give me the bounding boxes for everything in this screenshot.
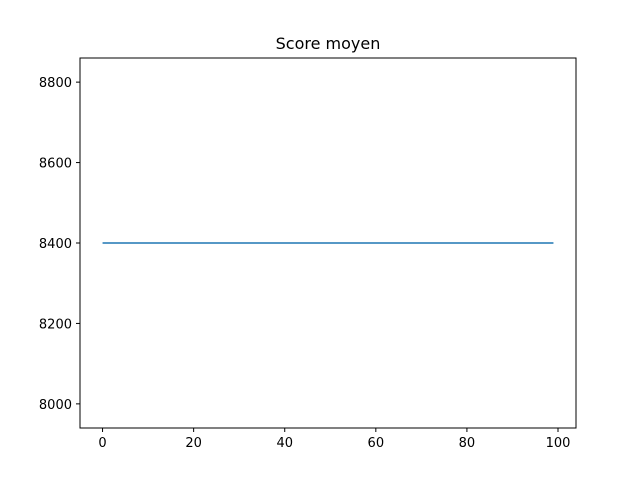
x-tick-label: 0 xyxy=(98,436,106,451)
y-axis: 8000 8200 8400 8600 8800 xyxy=(39,76,80,413)
x-tick-label: 100 xyxy=(546,436,571,451)
y-tick-label: 8400 xyxy=(39,237,72,252)
x-tick-label: 40 xyxy=(276,436,293,451)
plot-frame xyxy=(79,57,577,429)
y-tick-label: 8600 xyxy=(39,157,72,172)
x-tick-label: 80 xyxy=(459,436,476,451)
y-tick-label: 8200 xyxy=(39,317,72,332)
y-tick-label: 8800 xyxy=(39,76,72,91)
chart-title: Score moyen xyxy=(276,34,381,53)
y-tick-label: 8000 xyxy=(39,398,72,413)
x-tick-label: 20 xyxy=(185,436,202,451)
x-axis: 0 20 40 60 80 100 xyxy=(98,428,570,451)
x-tick-label: 60 xyxy=(368,436,385,451)
